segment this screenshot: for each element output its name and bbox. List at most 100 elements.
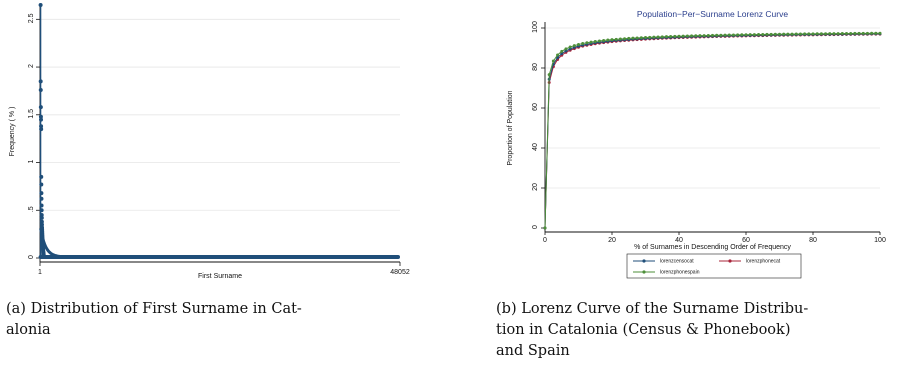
data-point-lorenzphonespain bbox=[690, 34, 694, 38]
data-point-lorenzphonespain bbox=[589, 40, 593, 44]
data-point-lorenzphonespain bbox=[673, 34, 677, 38]
data-point-lorenzphonespain bbox=[719, 33, 723, 37]
data-point-lorenzphonespain bbox=[761, 32, 765, 36]
data-point-lorenzphonespain bbox=[849, 31, 853, 35]
data-point-lorenzphonespain bbox=[551, 59, 555, 63]
data-point-a bbox=[39, 191, 44, 196]
legend-label-lorenzphonespain: lorenzphonespain bbox=[660, 270, 700, 276]
data-point-lorenzphonespain bbox=[581, 42, 585, 46]
data-point-a bbox=[39, 222, 44, 227]
data-point-lorenzphonespain bbox=[547, 73, 551, 77]
data-point-lorenzphonespain bbox=[782, 32, 786, 36]
data-point-lorenzphonespain bbox=[861, 31, 865, 35]
data-point-lorenzphonespain bbox=[685, 34, 689, 38]
data-point-lorenzphonespain bbox=[803, 32, 807, 36]
data-point-lorenzphonespain bbox=[870, 31, 874, 35]
data-point-lorenzphonespain bbox=[811, 32, 815, 36]
data-point-lorenzphonespain bbox=[711, 33, 714, 37]
y-tick-label-b: 80 bbox=[532, 63, 539, 71]
x-axis-label-a: First Surname bbox=[198, 273, 242, 280]
data-point-a bbox=[38, 114, 43, 119]
data-point-a bbox=[38, 105, 43, 110]
data-point-a bbox=[38, 79, 43, 84]
data-point-lorenzphonespain bbox=[845, 31, 848, 35]
data-point-lorenzphonespain bbox=[840, 32, 844, 36]
caption-left: (a) Distribution of First Surname in Cat… bbox=[6, 299, 406, 341]
data-point-lorenzphonespain bbox=[832, 32, 836, 36]
data-point-lorenzphonespain bbox=[874, 31, 878, 35]
data-point-lorenzphonespain bbox=[656, 35, 660, 39]
legend-box-b bbox=[626, 253, 802, 279]
data-point-lorenzcensocat bbox=[560, 52, 564, 56]
legend-marker-lorenzphonespain bbox=[642, 270, 646, 274]
data-point-lorenzphonespain bbox=[727, 33, 731, 37]
legend-label-lorenzcensocat: lorenzcensocat bbox=[660, 259, 694, 265]
y-tick-label-b: 100 bbox=[532, 21, 539, 33]
y-tick-label-a: 2.5 bbox=[28, 13, 35, 23]
data-point-a bbox=[39, 215, 44, 220]
data-point-lorenzphonespain bbox=[807, 32, 811, 36]
data-point-lorenzphonespain bbox=[853, 31, 857, 35]
data-point-lorenzphonespain bbox=[748, 33, 752, 37]
data-point-lorenzphonespain bbox=[723, 33, 727, 37]
y-axis-label-a: Frequency ( % ) bbox=[9, 107, 16, 157]
data-point-lorenzphonespain bbox=[744, 33, 748, 37]
data-point-lorenzphonespain bbox=[786, 32, 790, 36]
data-point-a bbox=[39, 213, 44, 218]
x-tick-label-a: 1 bbox=[38, 269, 42, 276]
data-point-a bbox=[39, 124, 44, 129]
series-line-lorenzcensocat bbox=[544, 33, 881, 229]
data-point-lorenzphonespain bbox=[564, 47, 568, 51]
data-point-a bbox=[38, 87, 43, 92]
series-line-lorenzphonespain bbox=[544, 32, 881, 229]
legend-marker-lorenzphonecat bbox=[728, 259, 732, 263]
data-point-a bbox=[39, 174, 44, 179]
y-tick-label-a: 1 bbox=[28, 159, 35, 163]
data-point-a bbox=[39, 127, 44, 132]
data-point-a bbox=[39, 196, 44, 201]
data-point-a bbox=[39, 219, 44, 224]
data-point-lorenzphonespain bbox=[702, 34, 706, 38]
data-point-lorenzphonespain bbox=[798, 32, 802, 36]
lorenz-curve-chart: Population−Per−Surname Lorenz Curve 0 20 40… bbox=[507, 9, 886, 279]
y-tick-label-a: 0 bbox=[28, 255, 35, 259]
data-point-lorenzphonespain bbox=[819, 32, 823, 36]
data-point-lorenzphonespain bbox=[610, 38, 614, 42]
y-tick-label-a: .5 bbox=[28, 206, 35, 212]
data-point-lorenzphonespain bbox=[627, 36, 631, 40]
data-point-lorenzphonespain bbox=[731, 33, 735, 37]
data-point-lorenzphonespain bbox=[577, 42, 580, 46]
data-point-lorenzphonespain bbox=[715, 33, 719, 37]
x-tick-label-b: 40 bbox=[675, 237, 683, 244]
data-point-lorenzphonespain bbox=[635, 36, 639, 40]
data-point-lorenzphonespain bbox=[572, 44, 576, 48]
caption-left-text: (a) Distribution of First Surname in Cat… bbox=[6, 301, 302, 338]
data-point-lorenzphonespain bbox=[597, 39, 601, 43]
data-point-lorenzphonespain bbox=[623, 37, 627, 41]
surname-frequency-chart: 0 .5 1 1.5 2 2.5 1 48052 First Surname Frequency … bbox=[9, 3, 410, 280]
data-point-a bbox=[38, 3, 43, 7]
data-point-lorenzphonespain bbox=[639, 36, 643, 40]
y-tick-label-b: 60 bbox=[532, 103, 539, 111]
x-tick-label-b: 100 bbox=[874, 237, 886, 244]
data-point-lorenzphonespain bbox=[648, 35, 652, 39]
data-point-lorenzphonespain bbox=[706, 33, 710, 37]
data-point-lorenzphonespain bbox=[614, 37, 618, 41]
legend-label-lorenzphonecat: lorenzphonecat bbox=[746, 259, 781, 265]
y-tick-label-a: 1.5 bbox=[28, 109, 35, 119]
data-point-lorenzphonespain bbox=[736, 33, 740, 37]
series-line-lorenzphonecat bbox=[544, 33, 881, 229]
y-tick-label-b: 0 bbox=[532, 225, 539, 229]
y-tick-label-a: 2 bbox=[28, 64, 35, 68]
caption-right: (b) Lorenz Curve of the Surname Distribu… bbox=[496, 299, 906, 362]
data-point-lorenzphonespain bbox=[757, 33, 761, 37]
data-point-lorenzphonespain bbox=[593, 39, 597, 43]
x-tick-label-a: 48052 bbox=[390, 269, 410, 276]
data-point-lorenzphonespain bbox=[752, 33, 756, 37]
data-point-lorenzphonespain bbox=[681, 34, 685, 38]
data-point-lorenzphonespain bbox=[815, 32, 819, 36]
data-point-lorenzphonespain bbox=[677, 34, 681, 38]
data-point-lorenzphonespain bbox=[878, 31, 882, 35]
data-point-lorenzphonespain bbox=[769, 32, 773, 36]
data-point-lorenzphonespain bbox=[765, 32, 769, 36]
